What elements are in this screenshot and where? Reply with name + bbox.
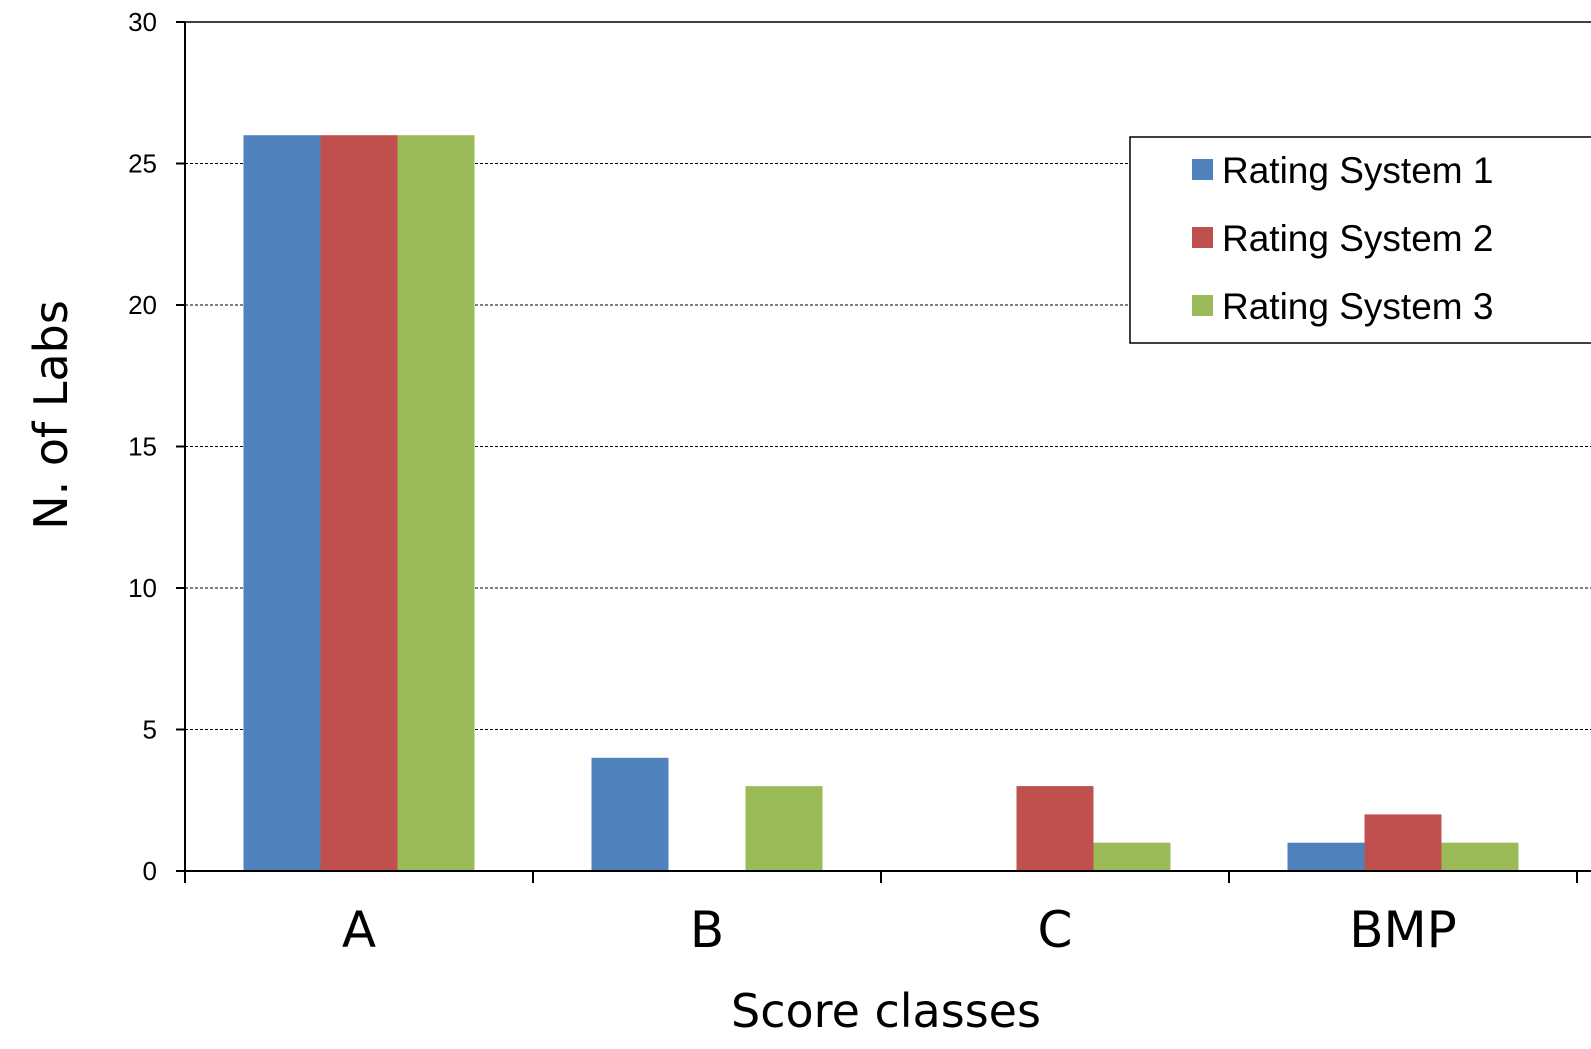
y-tick-label: 25 (128, 149, 157, 179)
legend: Rating System 1 Rating System 2 Rating Sys… (1129, 136, 1591, 344)
x-ticks: A B C BMP (184, 871, 1578, 959)
bars (243, 135, 1519, 871)
bar (397, 135, 475, 871)
y-tick-label: 5 (143, 715, 157, 745)
bar (1364, 814, 1442, 871)
x-tick-label: C (1038, 901, 1073, 959)
x-tick-label: A (342, 901, 376, 959)
x-axis-title: Score classes (731, 984, 1041, 1038)
legend-swatch (1192, 159, 1213, 180)
bar (1287, 842, 1365, 871)
y-tick-label: 30 (128, 7, 157, 37)
y-axis-title: N. of Labs (24, 300, 78, 530)
y-tick-label: 15 (128, 432, 157, 462)
bar (1093, 842, 1171, 871)
legend-swatch (1192, 227, 1213, 248)
bar (320, 135, 398, 871)
x-tick-label: B (690, 901, 724, 959)
bar (1016, 786, 1094, 871)
bar (1441, 842, 1519, 871)
y-tick-label: 20 (128, 290, 157, 320)
bar (243, 135, 321, 871)
x-tick-label: BMP (1349, 901, 1457, 959)
legend-swatch (1192, 295, 1213, 316)
bar (745, 786, 823, 871)
legend-label: Rating System 2 (1222, 218, 1493, 259)
legend-label: Rating System 1 (1222, 150, 1493, 191)
y-tick-label: 10 (128, 573, 157, 603)
legend-label: Rating System 3 (1222, 286, 1493, 327)
y-ticks: 0 5 10 15 20 25 30 (128, 7, 185, 886)
y-tick-label: 0 (143, 856, 157, 886)
bar (591, 757, 669, 871)
